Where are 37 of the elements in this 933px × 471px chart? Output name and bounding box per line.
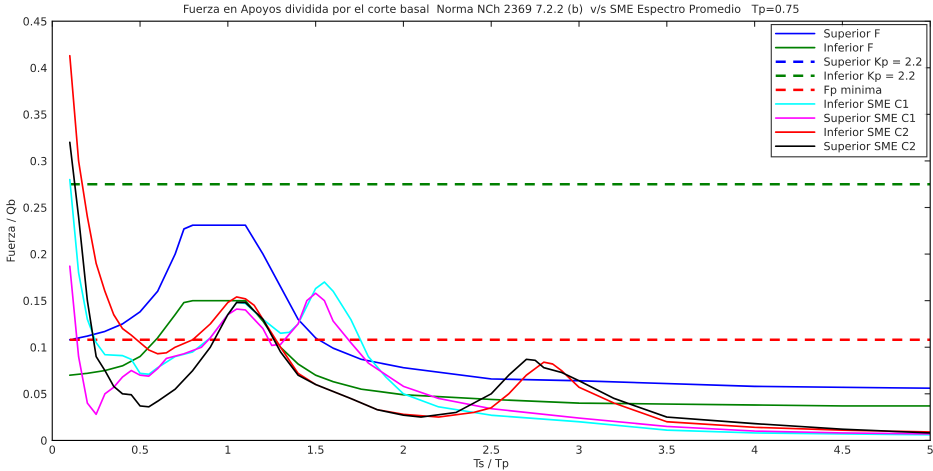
x-tick-label: 1.5 [308, 446, 324, 454]
legend-label: Superior SME C2 [824, 142, 915, 152]
line-series [68, 224, 930, 390]
x-tick-label: 4 [752, 446, 758, 454]
legend-label: Inferior F [824, 43, 873, 52]
legend-label: Superior Kp = 2.2 [824, 57, 922, 68]
legend-label: Inferior Kp = 2.2 [824, 71, 914, 82]
legend-label: Inferior SME C2 [824, 128, 908, 136]
y-tick-label: 0.25 [23, 203, 46, 212]
x-tick-label: 2 [400, 445, 406, 454]
y-tick-label: 0.1 [30, 343, 46, 352]
legend-label: Superior SME C1 [824, 113, 916, 124]
x-axis-title: Ts / Tp [474, 459, 508, 470]
x-tick-label: 0.5 [132, 445, 148, 454]
y-axis-title: Fuerza / Qb [6, 200, 16, 262]
legend-label: Fp minima [824, 85, 882, 96]
x-tick-label: 1 [226, 446, 230, 454]
line-series [68, 300, 930, 407]
x-tick-label: 0 [49, 445, 56, 454]
legend-label: Inferior SME C1 [824, 99, 908, 108]
y-tick-label: 0.35 [23, 110, 46, 119]
x-tick-label: 3.5 [658, 445, 675, 454]
y-tick-label: 0 [41, 436, 47, 445]
x-tick-label: 5 [928, 446, 933, 454]
line-series [68, 265, 930, 435]
x-tick-label: 3 [576, 445, 582, 454]
y-tick-label: 0.2 [30, 250, 46, 258]
y-tick-label: 0.4 [30, 64, 47, 72]
legend-label: Superior F [824, 28, 880, 40]
y-tick-label: 0.45 [23, 17, 46, 26]
y-tick-label: 0.15 [23, 296, 46, 306]
y-tick-label: 0.05 [23, 390, 46, 398]
chart-title: Fuerza en Apoyos dividida por el corte basal Norma NCh 2369 7.2.2 (b) v/s SME Espectro Promedio Tp=0.75 [184, 4, 799, 16]
x-tick-label: 2.5 [483, 445, 500, 454]
line-series [68, 54, 930, 433]
x-tick-label: 4.5 [834, 446, 850, 454]
y-tick-label: 0.3 [30, 156, 46, 166]
